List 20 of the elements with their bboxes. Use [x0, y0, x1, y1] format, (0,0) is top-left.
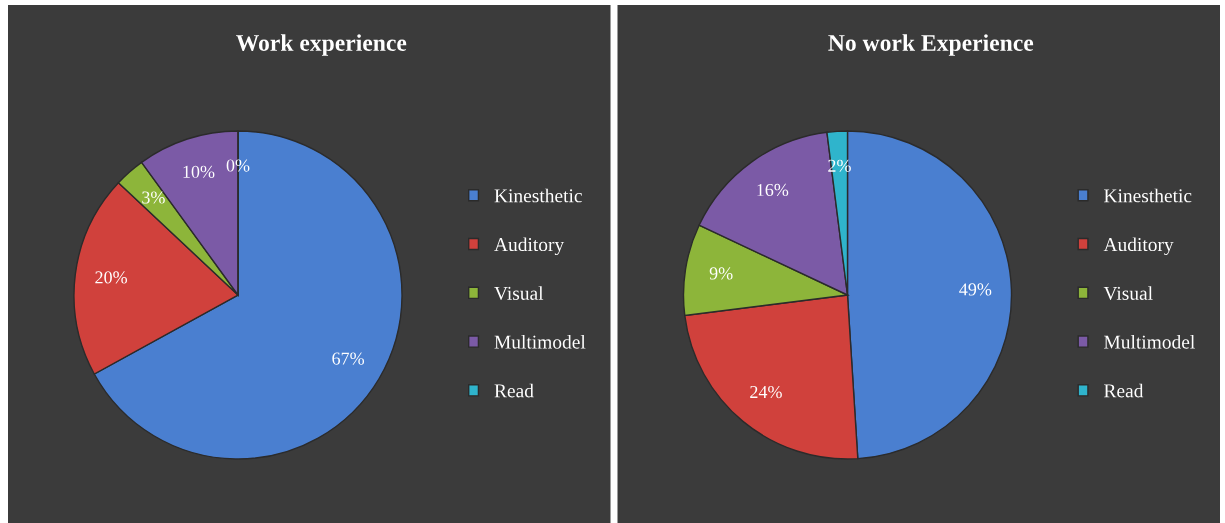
legend-label: Multimodel	[1104, 334, 1195, 349]
legend-label: Auditory	[1103, 237, 1174, 256]
legend-label: Auditory	[494, 237, 565, 256]
legend-label: Kinesthetic	[494, 188, 582, 203]
data-label: 20%	[95, 271, 128, 284]
data-label: 49%	[959, 283, 992, 296]
data-label: 9%	[709, 267, 733, 280]
data-label: 3%	[142, 191, 165, 204]
data-label: 24%	[750, 385, 782, 399]
data-label: 67%	[332, 352, 365, 365]
data-label: 16%	[757, 183, 789, 197]
legend-label: Read	[1104, 383, 1144, 398]
legend-label: Kinesthetic	[1104, 188, 1192, 203]
legend-label: Visual	[494, 286, 544, 300]
data-label: 10%	[183, 165, 215, 178]
legend-label: Read	[494, 383, 534, 398]
chart-title: No work Experience	[828, 34, 1034, 56]
chart-title: Work experience	[236, 34, 407, 56]
legend-label: Multimodel	[494, 334, 586, 349]
legend-label: Visual	[1103, 286, 1153, 300]
